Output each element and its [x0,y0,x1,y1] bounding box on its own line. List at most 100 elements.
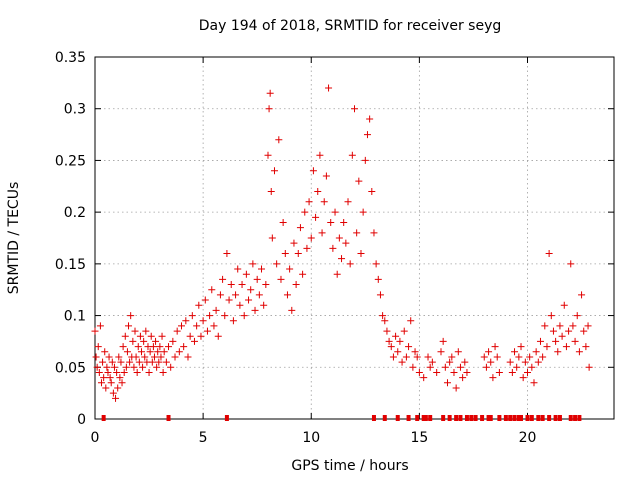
data-point [290,239,298,247]
data-point [279,218,287,226]
data-point [155,358,163,366]
data-point [253,275,261,283]
data-point [355,177,363,185]
data-point [157,353,165,361]
data-point [413,353,421,361]
baseline-marker [577,415,582,421]
data-point [116,374,124,382]
data-point [582,343,590,351]
data-point [109,389,117,397]
data-point [338,255,346,263]
baseline-marker [464,415,469,421]
data-point [184,353,192,361]
baseline-marker [512,415,517,421]
data-point [122,363,130,371]
data-point [273,260,281,268]
data-point [114,384,122,392]
data-point [536,337,544,345]
data-point [132,353,140,361]
data-point [288,306,296,314]
data-point [506,358,514,366]
data-point [381,317,389,325]
data-point [441,363,449,371]
data-point [584,322,592,330]
data-point [135,358,143,366]
data-point [521,358,529,366]
data-point [487,358,495,366]
data-point [573,312,581,320]
data-point [203,327,211,335]
data-point [575,348,583,356]
data-point [461,358,469,366]
baseline-marker [557,415,562,421]
data-point [152,337,160,345]
data-point [491,343,499,351]
baseline-marker [224,415,229,421]
data-point [197,332,205,340]
data-point [554,348,562,356]
data-point [104,368,112,376]
data-point [126,358,134,366]
data-point [140,337,148,345]
baseline-marker [469,415,474,421]
data-point [396,337,404,345]
data-point [216,291,224,299]
y-tick-label: 0 [77,412,86,428]
data-point [131,327,139,335]
data-point [552,337,560,345]
data-point [201,296,209,304]
data-point [459,374,467,382]
data-point [147,332,155,340]
y-tick-label: 0.2 [64,205,86,221]
data-point [229,317,237,325]
data-point [569,322,577,330]
data-point [325,84,333,92]
data-point [112,394,120,402]
data-point [232,291,240,299]
data-point [344,198,352,206]
data-point [247,286,255,294]
data-point [305,198,313,206]
baseline-marker [486,415,491,421]
data-points [91,84,593,402]
data-point [312,213,320,221]
data-point [428,358,436,366]
data-point [524,368,531,376]
data-point [370,229,378,237]
data-point [110,363,118,371]
data-point [221,312,229,320]
data-point [407,317,415,325]
baseline-marker [573,415,578,421]
data-point [277,275,285,283]
x-tick-label: 15 [410,430,428,446]
data-point [106,374,114,382]
baseline-marker [516,415,521,421]
y-tick-label: 0.3 [64,102,86,118]
data-point [299,270,307,278]
x-tick-label: 20 [519,430,537,446]
data-point [148,358,156,366]
data-point [448,353,456,361]
data-point [439,337,447,345]
baseline-marker [428,415,433,421]
data-point [100,374,108,382]
data-point [517,343,525,351]
baseline-marker [553,415,558,421]
baseline-marker [540,415,545,421]
data-point [322,172,330,180]
data-point [361,156,369,164]
data-point [366,115,374,123]
data-point [266,89,274,97]
data-point [392,332,400,340]
data-point [234,265,242,273]
baseline-marker [488,415,493,421]
data-point [437,348,445,356]
data-point [420,374,428,382]
data-point [387,343,395,351]
data-point [379,312,387,320]
data-point [97,379,105,387]
data-point [186,332,194,340]
data-point [242,270,250,278]
data-point [292,281,300,289]
data-point [102,384,110,392]
